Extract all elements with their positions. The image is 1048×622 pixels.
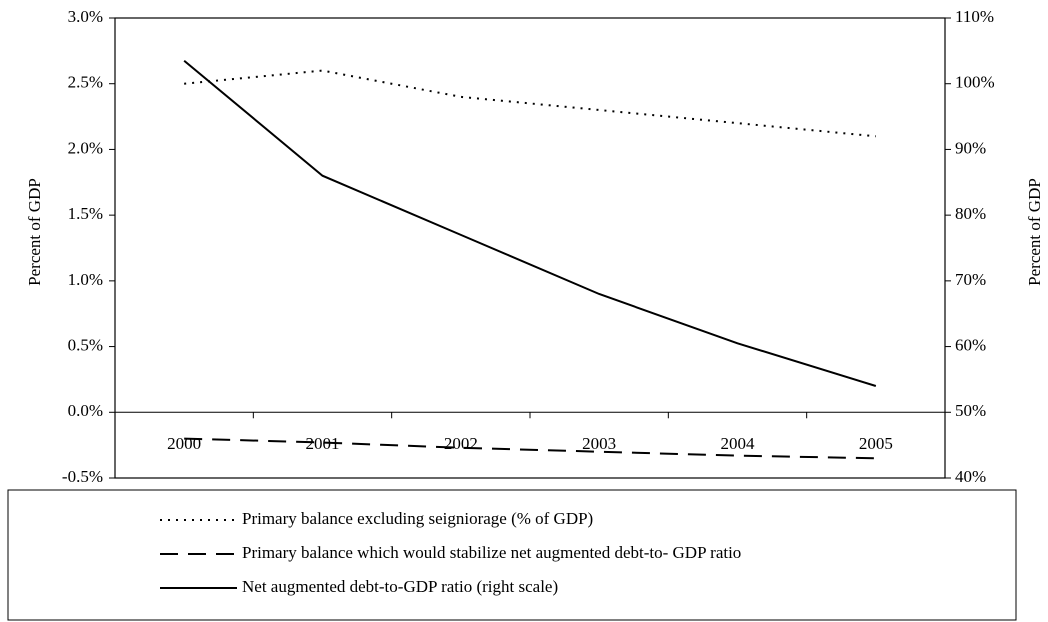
- x-tick-label: 2000: [167, 434, 201, 453]
- series-line: [183, 59, 877, 387]
- x-tick-label: 2003: [582, 434, 616, 453]
- y-tick-label: 2.5%: [68, 73, 103, 92]
- y2-tick-label: 80%: [955, 204, 986, 223]
- y2-tick-label: 60%: [955, 335, 986, 354]
- y-tick-label: 0.0%: [68, 401, 103, 420]
- y2-axis-label: Percent of GDP: [1025, 178, 1044, 286]
- x-tick-label: 2004: [721, 434, 756, 453]
- y-axis-label: Percent of GDP: [25, 178, 44, 286]
- x-tick-label: 2001: [306, 434, 340, 453]
- legend-label: Primary balance excluding seigniorage (%…: [242, 509, 593, 528]
- y2-tick-label: 50%: [955, 401, 986, 420]
- y-tick-label: 0.5%: [68, 335, 103, 354]
- y-tick-label: 2.0%: [68, 138, 103, 157]
- x-tick-label: 2002: [444, 434, 478, 453]
- y2-tick-label: 90%: [955, 138, 986, 157]
- y-tick-label: -0.5%: [62, 467, 103, 486]
- y2-tick-label: 40%: [955, 467, 986, 486]
- series-line: [184, 437, 876, 460]
- legend-label: Primary balance which would stabilize ne…: [242, 543, 741, 562]
- y-tick-label: 3.0%: [68, 7, 103, 26]
- legend-label: Net augmented debt-to-GDP ratio (right s…: [242, 577, 558, 596]
- y2-tick-label: 100%: [955, 73, 995, 92]
- series-line: [184, 69, 876, 138]
- legend-box: [7, 489, 1017, 621]
- plot-frame: [114, 17, 946, 479]
- x-tick-label: 2005: [859, 434, 893, 453]
- y-tick-label: 1.0%: [68, 270, 103, 289]
- y2-tick-label: 110%: [955, 7, 994, 26]
- y-tick-label: 1.5%: [68, 204, 103, 223]
- y2-tick-label: 70%: [955, 270, 986, 289]
